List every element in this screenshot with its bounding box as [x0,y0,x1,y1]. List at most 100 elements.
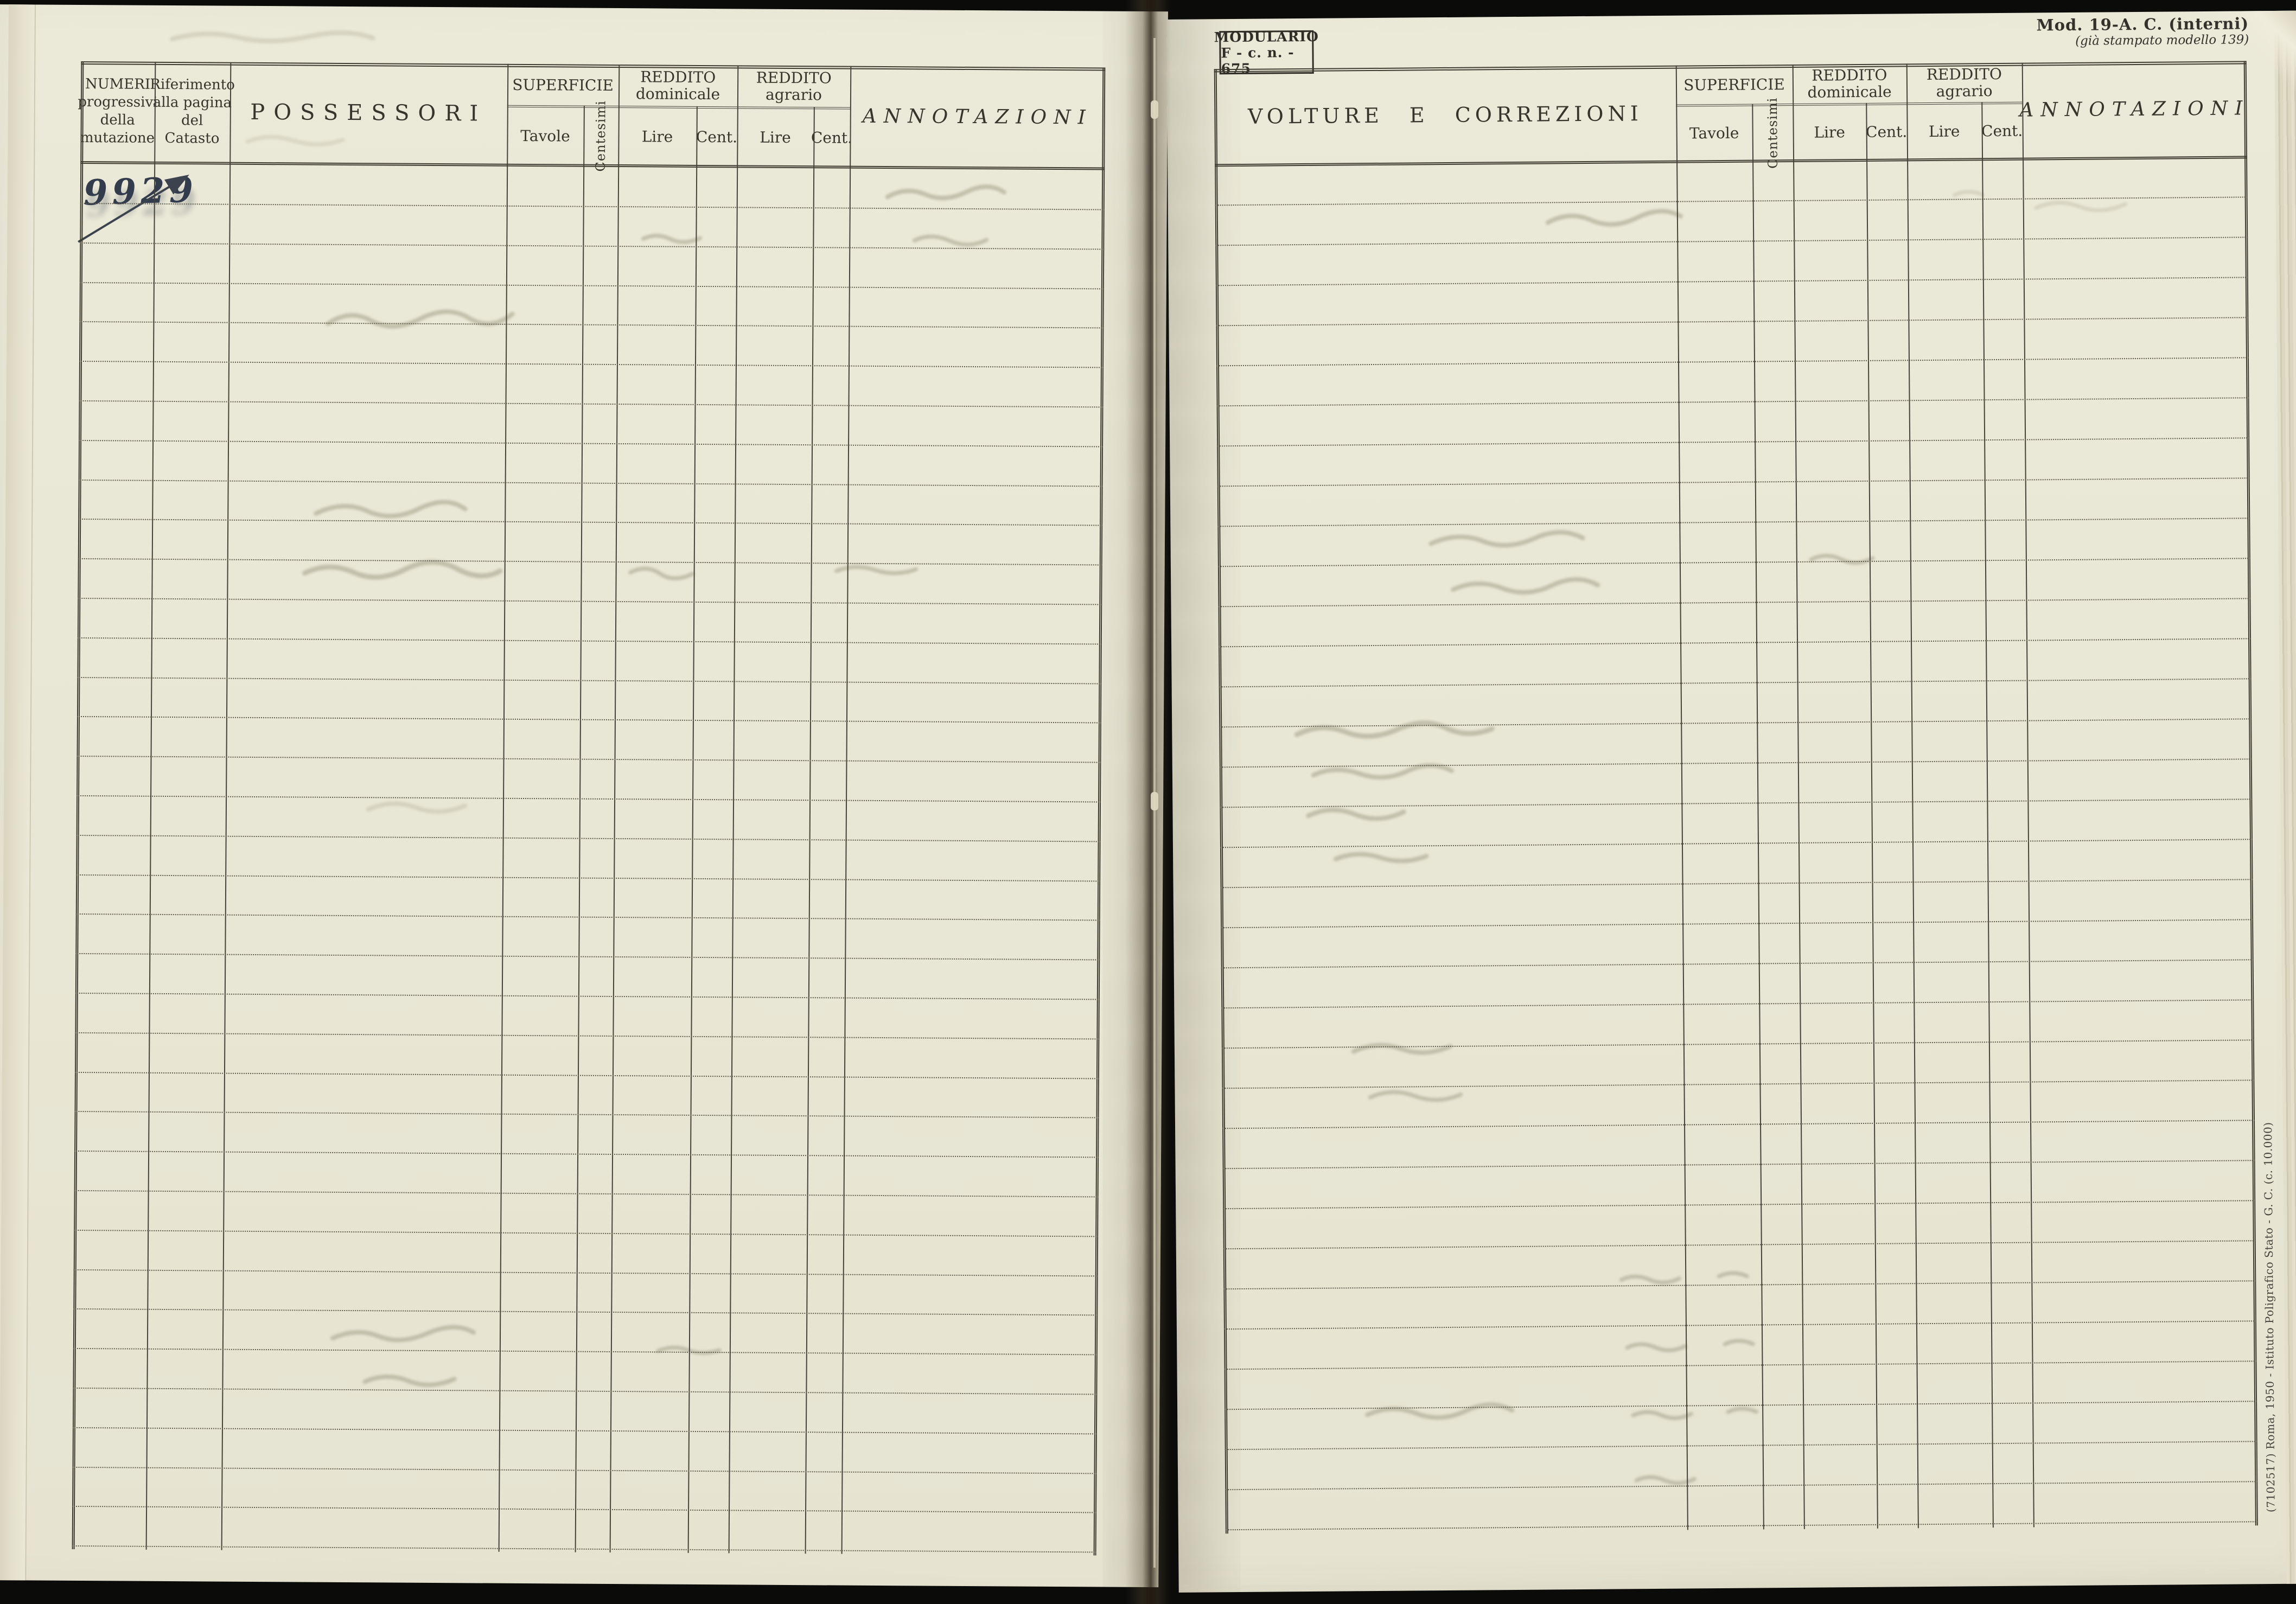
table-rule [73,1269,1098,1277]
left-register-table: NUMERI progressivi della mutazione Rifer… [72,61,1106,1556]
table-rule [74,1190,1099,1198]
table-rule [1093,67,1106,1556]
table-rule [1224,1401,2257,1410]
table-rule [1214,69,1228,1534]
table-rule [75,913,1100,921]
table-rule [79,360,1104,368]
table-rule [74,1229,1099,1237]
col-header-annotazioni: ANNOTAZIONI [862,105,1093,129]
table-rule [805,107,815,1554]
table-rule [609,65,620,1553]
col-header-lire-dominicale: Lire [1814,123,1846,142]
table-rule [77,637,1102,645]
col-header-tavole: Tavole [520,126,570,145]
table-rule [1220,839,2253,848]
col-header-cent-dominicale: Cent. [1865,123,1908,141]
model-number: Mod. 19-A. C. (interni) [2036,14,2249,35]
col-header-mutation-numbers: NUMERI progressivi della mutazione [78,76,158,146]
table-rule [1219,718,2252,728]
table-rule [1217,517,2250,527]
table-rule [76,755,1101,763]
table-rule [78,597,1102,605]
table-rule [1225,1521,2258,1531]
table-rule [72,61,84,1549]
table-rule [1225,1481,2258,1491]
col-header-lire-agrario: Lire [760,128,791,146]
table-rule [1223,1320,2256,1330]
printer-imprint: (7102517) Roma, 1950 - Istituto Poligraf… [2261,1122,2278,1513]
col-header-cent-dominicale: Cent. [696,127,738,146]
table-rule [1223,1280,2256,1290]
left-page: 9929 NUMERI progressivi della mutazione … [0,4,1168,1588]
table-rule [2021,62,2034,1528]
table-rule [498,63,509,1552]
col-header-tavole: Tavole [1689,124,1739,143]
table-rule [1217,437,2250,447]
table-rule [1223,1200,2256,1210]
table-rule [1219,758,2252,768]
table-rule [72,1545,1096,1553]
table-rule [73,1347,1098,1356]
table-rule [1792,64,1805,1529]
table-rule [75,992,1100,1000]
table-rule [1215,196,2248,206]
table-rule [79,321,1104,329]
table-rule [1906,63,1919,1529]
table-rule [1224,1360,2257,1370]
table-rule [575,105,585,1552]
table-rule [1221,919,2254,929]
table-rule [1224,1441,2257,1450]
table-rule [79,439,1104,448]
table-rule [1221,1039,2254,1049]
table-rule [1215,277,2248,286]
stamp-line1: MODULARIO [1214,28,1319,45]
col-header-centesimi: Centesimi [1764,97,1781,169]
table-rule [76,874,1101,882]
col-header-possessori: POSSESSORI [250,99,487,126]
col-header-cent-agrario: Cent. [1981,122,2023,140]
table-rule [74,1071,1099,1079]
table-rule [1752,104,1764,1530]
group-header-reddito-dominicale: REDDITO dominicale [635,68,720,104]
table-rule [73,1308,1098,1316]
table-rule [1221,999,2254,1009]
table-rule [78,558,1102,566]
table-rule [76,834,1101,842]
group-header-reddito-agrario: REDDITO agrario [1926,65,2002,100]
table-rule [145,61,156,1550]
table-rule [78,518,1103,526]
table-rule [1222,1120,2255,1129]
table-rule [1981,102,1994,1528]
table-rule [1215,237,2248,246]
table-rule [1222,1079,2255,1089]
table-rule [72,1505,1097,1513]
table-rule [1866,103,1878,1529]
col-header-lire-agrario: Lire [1928,122,1960,140]
model-subtitle: (già stampato modello 139) [2075,33,2249,48]
table-rule [77,676,1102,685]
table-rule [1220,879,2253,889]
table-rule [80,242,1105,250]
table-rule [78,479,1103,487]
table-rule [79,400,1104,408]
table-rule [74,1110,1099,1119]
table-rule [1216,397,2249,407]
table-rule [221,62,232,1550]
table-rule [728,65,739,1554]
col-header-lire-dominicale: Lire [641,127,673,146]
table-rule [2243,61,2258,1526]
table-rule [72,1466,1097,1474]
table-rule [76,715,1101,724]
col-header-annotazioni: ANNOTAZIONI [2019,97,2250,122]
table-rule [841,66,852,1554]
table-rule [1219,678,2252,688]
table-rule [72,1427,1097,1435]
col-header-volture-e-correzioni: VOLTURE E CORREZIONI [1247,101,1643,129]
modulario-stamp: MODULARIO F - c. n. - 675 [1214,28,1319,76]
group-header-reddito-agrario: REDDITO agrario [756,68,832,104]
right-page: MODULARIO F - c. n. - 675 Mod. 19-A. C. … [1166,10,2296,1593]
table-rule [1221,959,2254,969]
table-rule [1218,598,2251,608]
right-register-table: VOLTURE E CORREZIONI SUPERFICIE Tavole C… [1214,61,2258,1534]
